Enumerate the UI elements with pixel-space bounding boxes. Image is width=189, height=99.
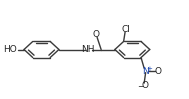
Text: HO: HO bbox=[3, 45, 17, 54]
Text: +: + bbox=[147, 66, 153, 72]
Text: O: O bbox=[93, 30, 100, 39]
Text: NH: NH bbox=[81, 45, 95, 54]
Text: O: O bbox=[155, 67, 162, 76]
Text: −: − bbox=[137, 82, 144, 91]
Text: O: O bbox=[142, 81, 149, 90]
Text: Cl: Cl bbox=[122, 25, 130, 34]
Text: N: N bbox=[142, 67, 149, 76]
